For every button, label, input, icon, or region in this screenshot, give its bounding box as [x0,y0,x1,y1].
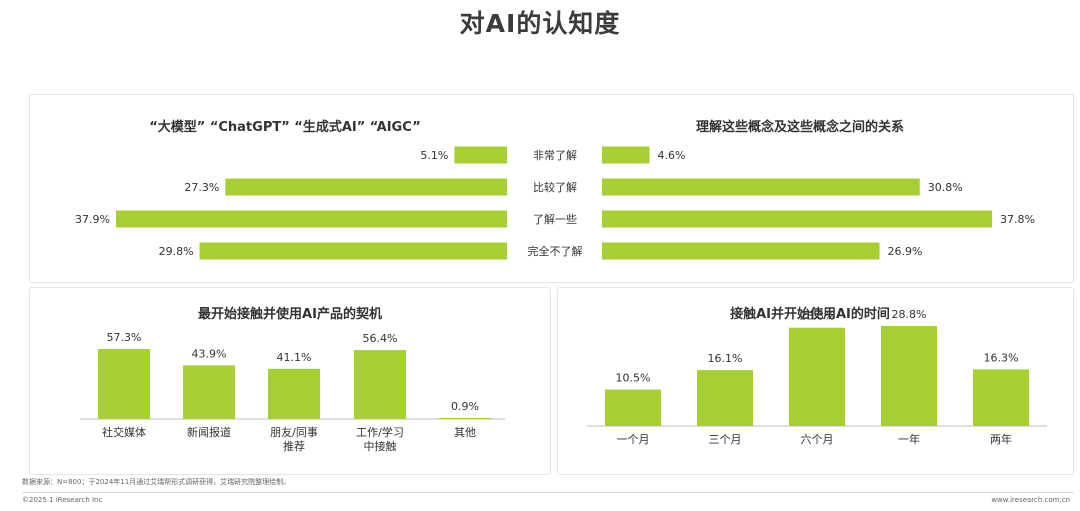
bar-awareness [225,178,507,196]
data-label-awareness: 27.3% [184,181,219,194]
footer-divider [22,492,1074,493]
category-label: 完全不了解 [528,244,583,258]
x-tick-label-first-contact: 其他 [454,426,476,439]
bar-usage-time [697,370,753,426]
data-label-first-contact: 56.4% [363,332,398,345]
bar-understanding [602,178,920,196]
bar-first-contact [354,350,406,419]
data-label-understanding: 37.8% [1000,213,1035,226]
chart-title-usage-time: 接触AI并开始使用AI的时间 [730,307,890,322]
bar-usage-time [605,389,661,426]
x-tick-label-first-contact: 朋友/同事 [270,425,318,439]
data-label-understanding: 26.9% [888,245,923,258]
bar-first-contact [268,368,320,419]
bar-awareness [454,146,507,164]
chart-title-awareness: “大模型” “ChatGPT” “生成式AI” “AIGC” [149,120,421,135]
data-label-awareness: 29.8% [159,245,194,258]
footer-copyright: ©2025.1 iResearch Inc [22,496,103,504]
bar-first-contact [183,365,235,419]
bar-awareness [116,210,507,228]
bar-usage-time [789,327,845,426]
data-label-usage-time: 10.5% [616,372,651,385]
bar-usage-time [973,369,1029,426]
bar-awareness [199,242,507,260]
page-title: 对AI的认知度 [459,9,621,38]
x-tick-label-usage-time: 六个月 [801,433,834,446]
category-label: 非常了解 [533,148,577,162]
data-label-awareness: 37.9% [75,213,110,226]
chart-title-first-contact: 最开始接触并使用AI产品的契机 [198,307,382,322]
x-tick-label-usage-time: 一年 [898,432,920,446]
bar-first-contact [98,349,150,419]
bar-first-contact [439,417,491,419]
x-tick-label-usage-time: 一个月 [617,433,650,446]
data-label-first-contact: 57.3% [107,331,142,344]
data-label-first-contact: 41.1% [277,351,312,364]
x-tick-label-first-contact: 社交媒体 [102,425,146,439]
data-label-awareness: 5.1% [420,149,448,162]
data-label-usage-time: 16.1% [708,352,743,365]
chart-title-understanding: 理解这些概念及这些概念之间的关系 [695,120,904,135]
category-label: 了解一些 [533,212,577,226]
data-label-usage-time: 28.3% [800,310,835,323]
data-label-usage-time: 28.8% [892,308,927,321]
category-label: 比较了解 [533,180,577,194]
x-tick-label-usage-time: 两年 [990,432,1012,446]
bar-understanding [602,210,992,228]
bar-usage-time [881,326,937,426]
data-label-first-contact: 43.9% [192,347,227,360]
bar-understanding [602,146,650,164]
data-label-understanding: 30.8% [928,181,963,194]
x-tick-label-first-contact: 中接触 [364,439,397,453]
x-tick-label-first-contact: 新闻报道 [187,425,231,439]
x-tick-label-first-contact: 推荐 [283,439,305,453]
data-label-first-contact: 0.9% [451,400,479,413]
data-label-usage-time: 16.3% [984,351,1019,364]
x-tick-label-first-contact: 工作/学习 [356,425,404,439]
footnote: 数据来源：N=800；于2024年11月通过艾瑞帮形式调研获得，艾瑞研究院整理绘… [22,478,291,486]
footer-website: www.iresearch.com.cn [991,496,1070,504]
x-tick-label-usage-time: 三个月 [709,433,742,446]
data-label-understanding: 4.6% [657,149,685,162]
bar-understanding [602,242,880,260]
